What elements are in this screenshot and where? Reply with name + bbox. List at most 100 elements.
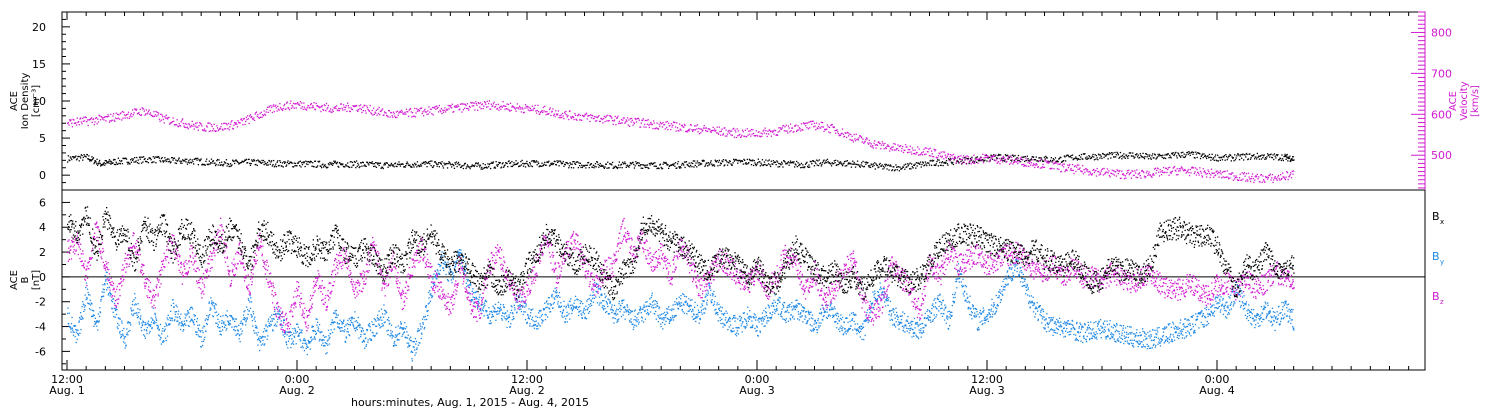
- by-series-point: [273, 318, 274, 319]
- velocity-series-point: [382, 108, 383, 109]
- density-series-point: [719, 165, 720, 166]
- by-series-point: [83, 304, 84, 305]
- by-series-point: [72, 328, 73, 329]
- density-series-point: [767, 164, 768, 165]
- velocity-series-point: [365, 110, 366, 111]
- by-series-point: [411, 358, 412, 359]
- by-series-point: [134, 304, 135, 305]
- velocity-series-point: [377, 109, 378, 110]
- velocity-series-point: [628, 119, 629, 120]
- by-series-point: [221, 334, 222, 335]
- by-series-point: [167, 317, 168, 318]
- density-series-point: [556, 160, 557, 161]
- velocity-series-point: [1248, 173, 1249, 174]
- velocity-series-point: [639, 120, 640, 121]
- by-series-point: [277, 313, 278, 314]
- by-series-point: [336, 317, 337, 318]
- velocity-series-point: [1177, 174, 1178, 175]
- density-series-point: [854, 162, 855, 163]
- velocity-series-point: [980, 159, 981, 160]
- density-series-point: [444, 163, 445, 164]
- velocity-series-point: [567, 115, 568, 116]
- density-series-point: [254, 160, 255, 161]
- velocity-series-point: [895, 144, 896, 145]
- velocity-series-point: [802, 130, 803, 131]
- density-series-point: [945, 162, 946, 163]
- density-series-point: [1277, 154, 1278, 155]
- density-series-point: [946, 160, 947, 161]
- velocity-series-point: [178, 126, 179, 127]
- velocity-series-point: [520, 108, 521, 109]
- velocity-series-point: [282, 110, 283, 111]
- by-series-point: [167, 336, 168, 337]
- density-series-point: [707, 165, 708, 166]
- velocity-series-point: [150, 112, 151, 113]
- density-series-point: [289, 163, 290, 164]
- velocity-series-point: [801, 123, 802, 124]
- density-series-point: [98, 163, 99, 164]
- velocity-series-point: [790, 124, 791, 125]
- density-series-point: [218, 159, 219, 160]
- by-series-point: [183, 329, 184, 330]
- density-series-point: [695, 162, 696, 163]
- velocity-series-point: [494, 102, 495, 103]
- density-series-point: [376, 167, 377, 168]
- by-series-point: [205, 331, 206, 332]
- by-series-point: [87, 289, 88, 290]
- density-series-point: [676, 167, 677, 168]
- by-series-point: [143, 334, 144, 335]
- by-series-point: [149, 332, 150, 333]
- velocity-series-point: [823, 126, 824, 127]
- velocity-series-point: [570, 116, 571, 117]
- by-series-point: [267, 335, 268, 336]
- velocity-series-point: [1060, 163, 1061, 164]
- by-series-point: [272, 320, 273, 321]
- density-series-point: [719, 160, 720, 161]
- by-series-point: [231, 327, 232, 328]
- velocity-series-point: [1127, 172, 1128, 173]
- velocity-series-point: [871, 143, 872, 144]
- by-series-point: [275, 313, 276, 314]
- velocity-series-point: [221, 123, 222, 124]
- density-series-point: [115, 164, 116, 165]
- by-series-point: [287, 347, 288, 348]
- velocity-series-point: [948, 154, 949, 155]
- density-series-point: [515, 160, 516, 161]
- velocity-series-point: [441, 113, 442, 114]
- density-series-point: [526, 161, 527, 162]
- density-series-point: [346, 165, 347, 166]
- density-series-point: [580, 163, 581, 164]
- by-series-point: [223, 322, 224, 323]
- velocity-series-point: [283, 105, 284, 106]
- density-series-point: [443, 167, 444, 168]
- density-series-point: [261, 160, 262, 161]
- velocity-series-point: [350, 111, 351, 112]
- velocity-series-point: [1061, 171, 1062, 172]
- velocity-series-point: [1168, 175, 1169, 176]
- by-series-point: [252, 325, 253, 326]
- density-series-point: [433, 165, 434, 166]
- density-series-point: [822, 162, 823, 163]
- density-series-point: [424, 162, 425, 163]
- density-series-point: [181, 161, 182, 162]
- bottom-ytick-label: 6: [39, 196, 46, 209]
- by-series-point: [387, 319, 388, 320]
- density-series-point: [114, 159, 115, 160]
- by-series-point: [342, 330, 343, 331]
- density-series-point: [737, 160, 738, 161]
- velocity-series-point: [186, 124, 187, 125]
- density-series-point: [756, 165, 757, 166]
- velocity-series-point: [456, 105, 457, 106]
- density-series-point: [160, 161, 161, 162]
- density-series-point: [661, 167, 662, 168]
- velocity-series-point: [84, 120, 85, 121]
- bottom-ytick-label: 4: [39, 221, 46, 234]
- density-series-point: [390, 164, 391, 165]
- by-series-point: [94, 321, 95, 322]
- by-series-point: [400, 321, 401, 322]
- density-series-point: [130, 159, 131, 160]
- by-series-point: [353, 326, 354, 327]
- velocity-series-point: [123, 112, 124, 113]
- velocity-series-point: [464, 108, 465, 109]
- density-series-point: [846, 165, 847, 166]
